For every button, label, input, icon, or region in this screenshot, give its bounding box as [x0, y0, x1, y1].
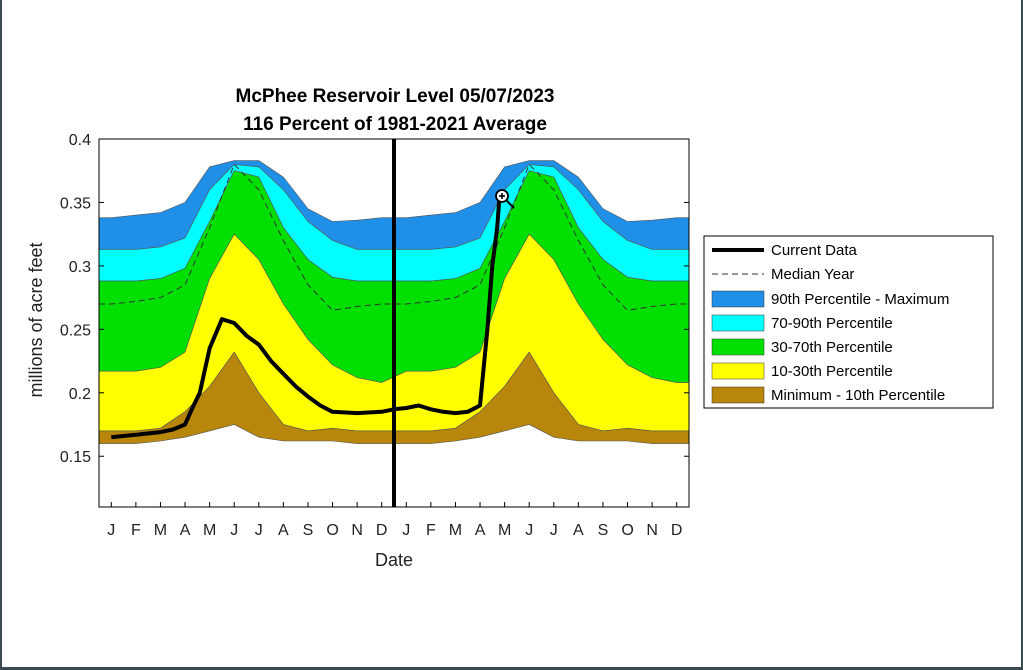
- x-tick-label: J: [525, 522, 533, 539]
- x-tick-label: A: [180, 522, 191, 539]
- y-tick-label: 0.25: [60, 322, 91, 339]
- y-tick-label: 0.3: [69, 259, 91, 276]
- x-tick-label: F: [131, 522, 141, 539]
- x-tick-label: N: [646, 522, 658, 539]
- legend-label-band-2: 30-70th Percentile: [771, 339, 893, 356]
- y-tick-label: 0.35: [60, 195, 91, 212]
- x-tick-label: J: [402, 522, 410, 539]
- x-tick-label: J: [255, 522, 263, 539]
- x-tick-label: F: [426, 522, 436, 539]
- x-tick-label: M: [498, 522, 511, 539]
- legend-label-median: Median Year: [771, 266, 854, 283]
- window-border-left: [0, 0, 2, 670]
- current-data-line: [111, 193, 502, 440]
- legend-label-band-0: 90th Percentile - Maximum: [771, 291, 949, 308]
- legend-swatch-band-4: [711, 386, 765, 404]
- x-tick-label: O: [326, 522, 338, 539]
- y-tick-label: 0.15: [60, 449, 91, 466]
- window-border-right: [1021, 0, 1023, 670]
- chart-title: McPhee Reservoir Level 05/07/2023: [236, 86, 555, 107]
- x-tick-label: O: [621, 522, 633, 539]
- legend-swatch-band-2: [711, 338, 765, 356]
- x-tick-label: A: [475, 522, 486, 539]
- plot-frame: [98, 138, 690, 508]
- legend-label-band-3: 10-30th Percentile: [771, 363, 893, 380]
- y-tick-label: 0.4: [69, 132, 91, 149]
- median-line: [99, 163, 689, 311]
- current-line: [111, 193, 502, 440]
- x-tick-label: J: [107, 522, 115, 539]
- magnifier-cursor-icon: [495, 189, 515, 209]
- legend-label-current: Current Data: [771, 242, 858, 259]
- x-tick-label: D: [376, 522, 388, 539]
- y-axis-ticks: 0.4 0.35 0.3 0.25 0.2 0.15: [60, 132, 689, 466]
- x-axis-label: Date: [375, 550, 413, 570]
- x-tick-label: J: [550, 522, 558, 539]
- x-tick-label: S: [303, 522, 314, 539]
- x-tick-label: S: [598, 522, 609, 539]
- legend-swatch-band-3: [711, 362, 765, 380]
- legend-swatch-band-1: [711, 314, 765, 332]
- legend-label-band-4: Minimum - 10th Percentile: [771, 387, 945, 404]
- x-tick-label: A: [573, 522, 584, 539]
- chart-subtitle: 116 Percent of 1981-2021 Average: [243, 114, 547, 135]
- window-border-bottom: [0, 667, 1023, 670]
- legend-swatch-band-0: [711, 290, 765, 308]
- x-tick-label: M: [154, 522, 167, 539]
- y-tick-label: 0.2: [69, 386, 91, 403]
- y-axis-label: millions of acre feet: [26, 242, 46, 397]
- median-lines: [99, 163, 689, 311]
- x-tick-label: M: [449, 522, 462, 539]
- legend: Current Data Median Year 90th Percentile…: [703, 235, 994, 409]
- x-tick-label: A: [278, 522, 289, 539]
- x-tick-label: J: [230, 522, 238, 539]
- x-tick-label: D: [671, 522, 683, 539]
- legend-label-band-1: 70-90th Percentile: [771, 315, 893, 332]
- x-tick-label: M: [203, 522, 216, 539]
- x-tick-label: N: [351, 522, 363, 539]
